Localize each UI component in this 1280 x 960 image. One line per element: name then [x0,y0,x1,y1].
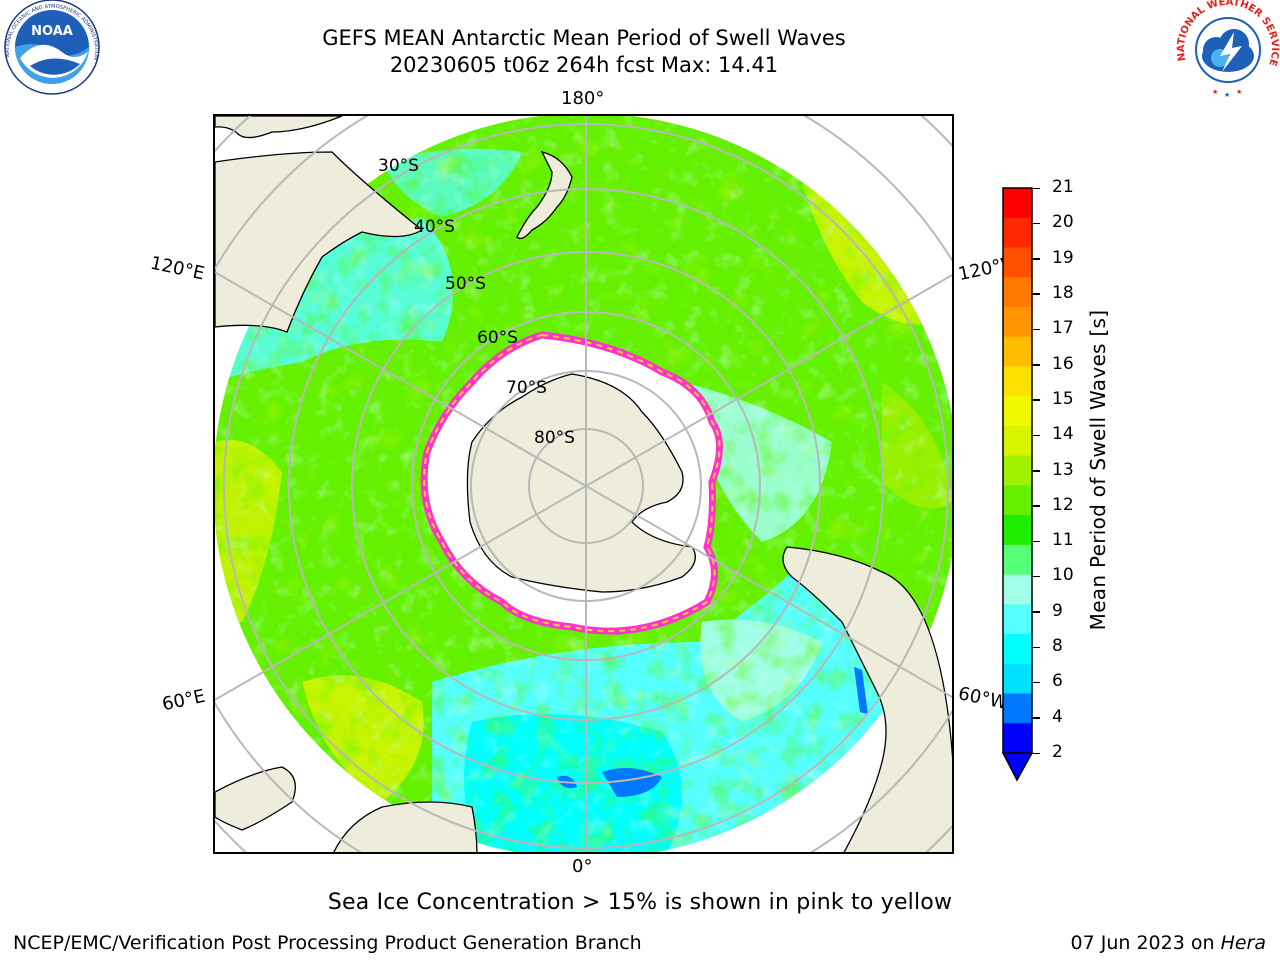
colorbar-segment [1003,188,1032,219]
latitude-labels: 30°S 40°S 50°S 60°S 70°S 80°S [378,156,575,448]
colorbar-segment [1003,336,1032,367]
lon-label-0: 0° [572,856,593,877]
colorbar-segment [1003,396,1032,427]
sea-ice-note: Sea Ice Concentration > 15% is shown in … [327,890,953,915]
colorbar-segment [1003,485,1032,516]
colorbar [1001,187,1034,782]
colorbar-tick-mark [1032,328,1040,331]
footer-date-text: 07 Jun 2023 on [1070,932,1215,954]
colorbar-tick-label: 8 [1052,636,1063,657]
sea-ice-high [423,333,721,633]
lat-label-40s: 40°S [414,217,455,237]
chart-subtitle: 20230605 t06z 264h fcst Max: 14.41 [389,53,779,77]
colorbar-segment [1003,247,1032,278]
footer-date: 07 Jun 2023 on Hera [1071,932,1267,954]
lat-label-70s: 70°S [506,378,547,398]
land-new-zealand [516,151,573,240]
colorbar-tick-mark [1032,434,1040,437]
svg-text:★: ★ [1212,88,1218,96]
lon-label-120e: 120°E [148,252,207,285]
colorbar-tick-label: 20 [1052,212,1074,233]
colorbar-tick-label: 9 [1052,600,1063,621]
footer-machine: Hera [1220,932,1266,954]
lat-label-60s: 60°S [477,328,518,348]
polar-map: 30°S 40°S 50°S 60°S 70°S 80°S [213,114,954,854]
colorbar-tick-mark [1032,611,1040,613]
colorbar-tick-mark [1032,575,1040,578]
noaa-logo: NOAA NATIONAL OCEANIC AND ATMOSPHERIC AD… [0,0,102,97]
colorbar-tick-label: 4 [1052,706,1063,727]
colorbar-tick-label: 13 [1052,459,1074,480]
colorbar-segment [1003,544,1032,576]
footer-credit: NCEP/EMC/Verification Post Processing Pr… [13,932,642,954]
colorbar-tick-mark [1032,646,1040,649]
colorbar-segment [1003,515,1032,546]
colorbar-tick-label: 11 [1052,530,1074,551]
noaa-logo-text: NOAA [31,24,73,39]
colorbar-tick-mark [1032,258,1040,260]
svg-text:★: ★ [1224,91,1230,99]
colorbar-tick-label: 15 [1052,388,1074,409]
colorbar-tick-label: 19 [1052,247,1074,268]
colorbar-tick-label: 2 [1052,742,1063,762]
colorbar-tick-label: 16 [1052,353,1074,374]
colorbar-tick-label: 14 [1052,424,1074,445]
colorbar-segment [1003,693,1032,724]
colorbar-title: Mean Period of Swell Waves [s] [1086,309,1110,631]
land-africa [333,801,478,852]
colorbar-segment [1003,663,1032,695]
colorbar-tick-mark [1032,717,1040,719]
lat-label-80s: 80°S [534,428,575,448]
lon-label-180: 180° [561,88,605,109]
land-south-america [782,546,952,852]
polar-map-svg: 30°S 40°S 50°S 60°S 70°S 80°S [215,116,952,852]
colorbar-tick-mark [1032,399,1040,401]
colorbar-tick-label: 17 [1052,318,1074,339]
colorbar-tick-mark [1032,470,1040,472]
land-south-america-tip [215,116,343,139]
nws-logo: NATIONAL WEATHER SERVICE ★ ★ ★ [1176,0,1280,99]
colorbar-extend-arrow [1001,752,1034,782]
colorbar-segment [1003,634,1032,665]
colorbar-segment [1003,306,1032,338]
colorbar-tick-label: 12 [1052,494,1074,515]
colorbar-tick-mark [1032,187,1040,189]
colorbar-tick-label: 10 [1052,565,1074,586]
lon-label-60e: 60°E [160,685,207,716]
colorbar-tick-mark [1032,505,1040,507]
colorbar-tick-mark [1032,540,1040,543]
colorbar-tick-mark [1032,364,1040,366]
colorbar-segment [1003,723,1032,754]
graticule [215,116,952,852]
colorbar-segment [1003,217,1032,248]
colorbar-tick-mark [1032,293,1040,295]
colorbar-tick-mark [1032,752,1040,754]
svg-text:★: ★ [1236,88,1242,96]
colorbar-tick-label: 21 [1052,177,1074,197]
colorbar-segment [1003,366,1032,397]
colorbar-segment [1003,277,1032,308]
colorbar-tick-mark [1032,681,1040,684]
colorbar-segment [1003,455,1032,486]
chart-title: GEFS MEAN Antarctic Mean Period of Swell… [322,26,846,50]
colorbar-tick-label: 18 [1052,282,1074,303]
lat-label-50s: 50°S [445,274,486,294]
colorbar-tick-label: 6 [1052,671,1063,692]
colorbar-segment [1003,425,1032,457]
colorbar-segment [1003,604,1032,635]
colorbar-segment [1003,574,1032,605]
colorbar-tick-mark [1032,222,1040,225]
lat-label-30s: 30°S [378,156,419,176]
